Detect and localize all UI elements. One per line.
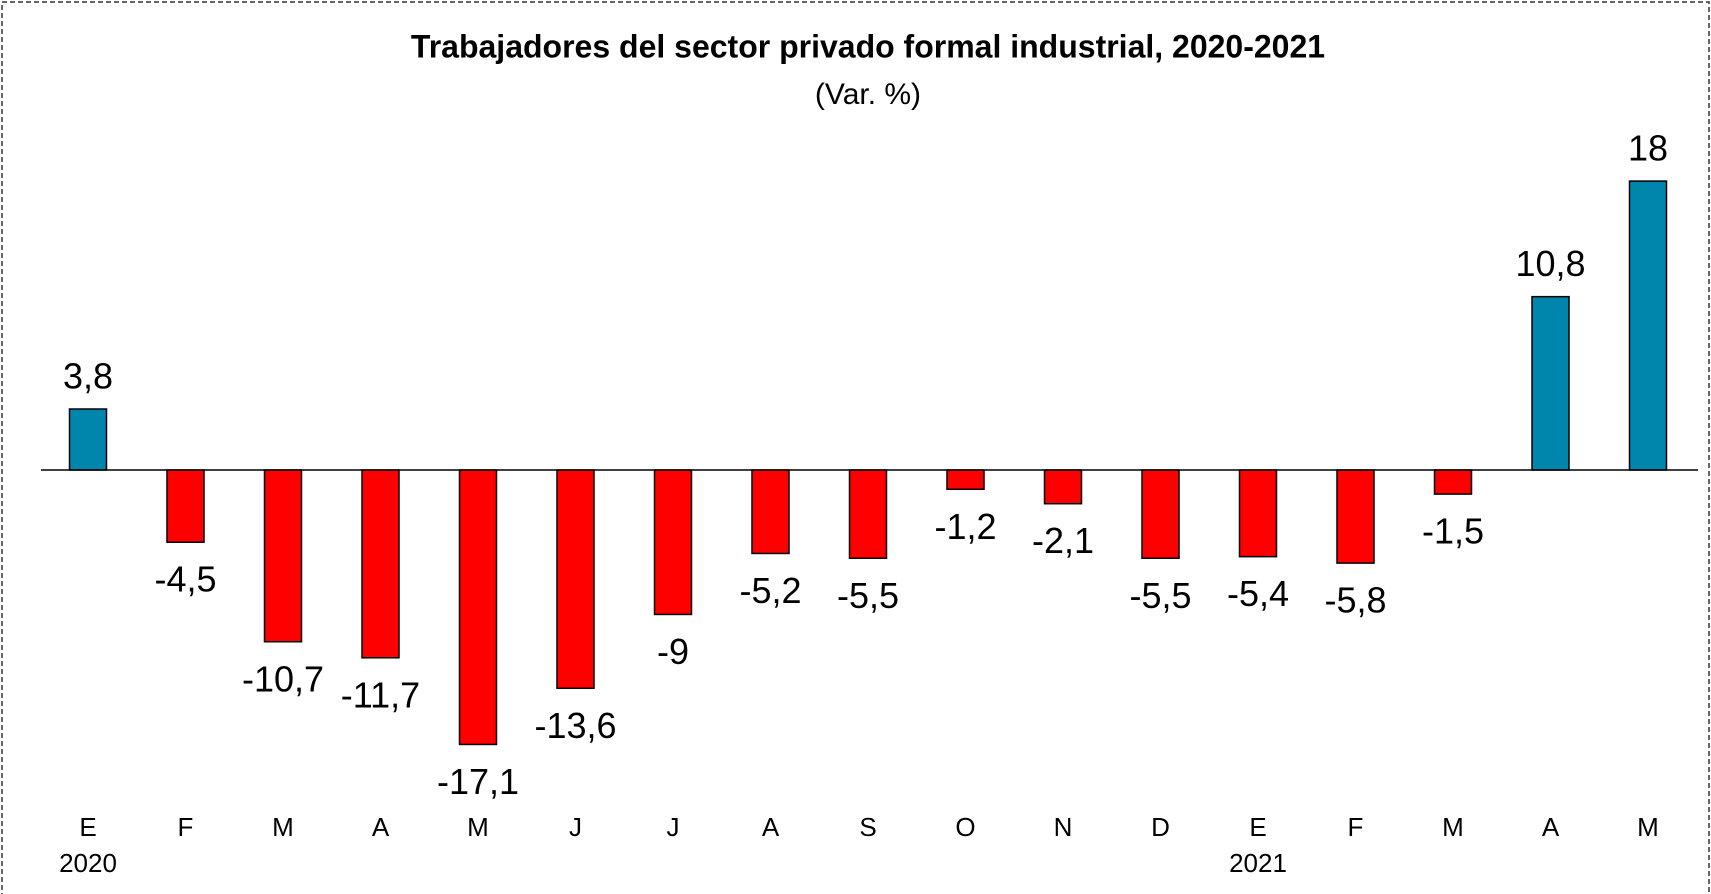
chart-title: Trabajadores del sector privado formal i…: [411, 28, 1325, 64]
data-label: -5,5: [1129, 575, 1191, 616]
data-label: -1,5: [1422, 511, 1484, 552]
x-tick-label: N: [1054, 812, 1073, 842]
bar: [1043, 469, 1083, 505]
bar: [653, 469, 693, 616]
bar: [458, 469, 498, 746]
bar: [1433, 469, 1473, 495]
data-label: -5,5: [837, 575, 899, 616]
bar: [1628, 180, 1668, 471]
x-tick-label: D: [1151, 812, 1170, 842]
bar: [166, 469, 205, 543]
x-tick-label: A: [762, 812, 780, 842]
data-label: -17,1: [437, 761, 519, 802]
data-label: -2,1: [1032, 520, 1094, 561]
bar: [946, 469, 985, 491]
bar: [1531, 295, 1570, 471]
x-tick-label: M: [1442, 812, 1464, 842]
year-label: 2020: [59, 848, 117, 878]
data-label: -5,8: [1324, 580, 1386, 621]
data-label: -5,2: [739, 570, 801, 611]
data-label: 3,8: [63, 356, 113, 397]
data-label: -9: [657, 631, 689, 672]
x-tick-label: S: [859, 812, 876, 842]
bar: [263, 469, 303, 643]
data-label: 10,8: [1515, 243, 1585, 284]
data-label: -11,7: [341, 674, 420, 715]
x-tick-label: M: [272, 812, 294, 842]
x-tick-label: E: [1249, 812, 1266, 842]
x-tick-label: O: [955, 812, 975, 842]
bar: [1336, 469, 1375, 564]
data-label: -10,7: [242, 658, 324, 699]
data-label: -1,2: [934, 506, 996, 547]
data-label: -5,4: [1227, 573, 1289, 614]
x-tick-label: A: [372, 812, 390, 842]
x-tick-label: M: [1637, 812, 1659, 842]
bar: [68, 408, 108, 471]
x-tick-label: J: [569, 812, 582, 842]
year-label: 2021: [1229, 848, 1287, 878]
bar: [1141, 469, 1180, 560]
bar: [848, 469, 888, 560]
bar: [556, 469, 595, 690]
x-tick-label: E: [79, 812, 96, 842]
x-tick-label: M: [467, 812, 489, 842]
bar: [751, 469, 790, 555]
bar: [1238, 469, 1278, 558]
x-tick-label: F: [178, 812, 194, 842]
x-tick-label: J: [667, 812, 680, 842]
chart-subtitle: (Var. %): [815, 78, 921, 111]
bar: [361, 469, 400, 659]
data-label: -13,6: [534, 705, 616, 746]
x-tick-label: F: [1348, 812, 1364, 842]
x-tick-label: A: [1542, 812, 1560, 842]
data-label: -4,5: [154, 559, 216, 600]
data-label: 18: [1628, 128, 1668, 169]
